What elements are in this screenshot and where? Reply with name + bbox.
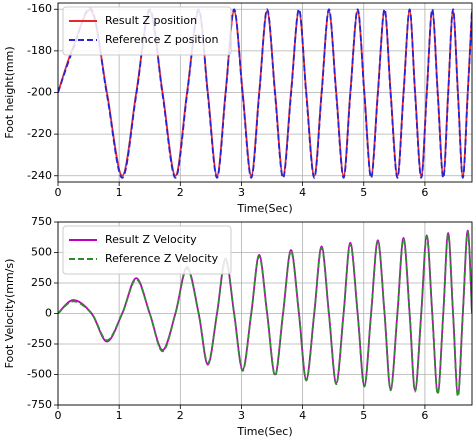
x-tick-label: 1 (116, 186, 123, 199)
legend-box (62, 6, 232, 56)
y-tick-label: 250 (31, 276, 52, 289)
y-tick-label: -250 (27, 337, 52, 350)
legend-label: Reference Z Velocity (105, 252, 219, 265)
y-tick-label: -240 (27, 169, 52, 182)
y-tick-label: -200 (27, 86, 52, 99)
y-tick-label: -180 (27, 44, 52, 57)
x-tick-label: 0 (55, 186, 62, 199)
x-tick-label: 5 (360, 186, 367, 199)
y-tick-label: -220 (27, 127, 52, 140)
y-tick-label: 500 (31, 246, 52, 259)
legend-label: Result Z Velocity (105, 233, 197, 246)
x-tick-label: 1 (116, 409, 123, 422)
x-tick-label: 3 (238, 409, 245, 422)
y-axis-label: Foot Velocity(mm/s) (3, 259, 16, 369)
x-tick-label: 3 (238, 186, 245, 199)
legend-box (62, 225, 232, 275)
y-tick-label: -500 (27, 368, 52, 381)
y-axis-label: Foot height(mm) (3, 46, 16, 138)
x-tick-label: 2 (177, 409, 184, 422)
x-axis-label: Time(Sec) (236, 425, 292, 438)
legend-label: Result Z position (105, 14, 197, 27)
legend-label: Reference Z position (105, 33, 219, 46)
plot-lines (58, 7, 472, 179)
y-tick-label: 750 (31, 215, 52, 228)
plot-frame (57, 2, 473, 183)
y-tick-label: -750 (27, 398, 52, 411)
x-tick-label: 6 (421, 409, 428, 422)
plot-frame (57, 221, 473, 406)
x-axis-label: Time(Sec) (236, 202, 292, 215)
x-tick-label: 0 (55, 409, 62, 422)
x-tick-label: 6 (421, 186, 428, 199)
y-tick-label: -160 (27, 2, 52, 15)
x-tick-label: 5 (360, 409, 367, 422)
x-tick-label: 2 (177, 186, 184, 199)
x-tick-label: 4 (299, 186, 306, 199)
y-tick-label: 0 (45, 307, 52, 320)
x-tick-label: 4 (299, 409, 306, 422)
